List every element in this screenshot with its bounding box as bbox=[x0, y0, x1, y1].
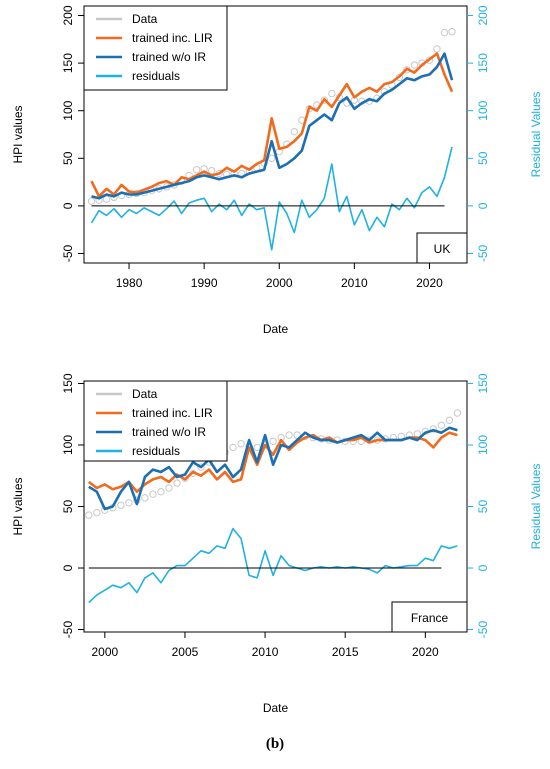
country-label-box bbox=[391, 601, 468, 633]
y2-tick-label: 200 bbox=[476, 5, 490, 25]
x-tick-label: 1990 bbox=[191, 276, 218, 290]
data-point bbox=[165, 484, 173, 492]
y2-tick-label: 50 bbox=[476, 151, 490, 165]
data-point bbox=[320, 96, 329, 104]
france-panel: -50 0 50 100 150 -50 0 50 100 150 2000 2005 2010 2015… bbox=[11, 373, 543, 715]
data-point bbox=[413, 430, 422, 438]
data-point bbox=[197, 463, 205, 471]
data-point bbox=[433, 45, 441, 53]
legend-label: trained w/o IR bbox=[132, 425, 206, 439]
legend-label: Data bbox=[132, 12, 158, 26]
legend-label: residuals bbox=[132, 69, 180, 83]
data-point bbox=[93, 508, 101, 517]
y-tick-label: 200 bbox=[61, 5, 75, 25]
country-label: UK bbox=[434, 242, 451, 256]
x-tick-label: 2020 bbox=[412, 645, 439, 659]
legend-label: Data bbox=[132, 387, 158, 401]
data-point bbox=[253, 443, 261, 452]
y-tick-label: 100 bbox=[61, 435, 75, 455]
y2-tick-label: 0 bbox=[476, 202, 490, 209]
data-point bbox=[328, 89, 336, 98]
y2-tick-label: 150 bbox=[476, 53, 490, 73]
y-tick-label: 150 bbox=[61, 53, 75, 73]
data-point bbox=[157, 488, 165, 496]
x-tick-label: 2020 bbox=[416, 276, 443, 290]
series-line-residuals bbox=[90, 146, 453, 251]
y-tick-label: 0 bbox=[61, 564, 75, 571]
x-tick-label: 2010 bbox=[252, 645, 279, 659]
legend-label: trained inc. LIR bbox=[132, 406, 213, 420]
data-point bbox=[410, 61, 419, 69]
data-point bbox=[453, 409, 462, 417]
data-point bbox=[285, 431, 293, 439]
y-tick-label: 0 bbox=[61, 202, 75, 209]
data-point bbox=[117, 501, 125, 509]
data-point bbox=[141, 494, 149, 502]
data-point bbox=[102, 195, 111, 203]
data-point bbox=[237, 440, 245, 448]
x-tick-label: 2005 bbox=[172, 645, 199, 659]
y-tick-label: 150 bbox=[61, 373, 75, 393]
caption-text: (b) bbox=[265, 736, 285, 752]
y-tick-label: 100 bbox=[61, 100, 75, 120]
y2-axis-label: Residual Values bbox=[529, 464, 543, 550]
y-tick-label: -50 bbox=[61, 621, 75, 639]
y2-tick-label: 0 bbox=[476, 564, 490, 571]
data-point bbox=[269, 437, 277, 445]
data-point bbox=[207, 166, 216, 175]
series-line-residuals bbox=[88, 527, 458, 604]
data-point bbox=[125, 499, 133, 507]
y2-axis-label: Residual Values bbox=[529, 92, 543, 178]
y2-tick-label: -50 bbox=[476, 244, 490, 262]
data-point bbox=[445, 416, 454, 425]
data-point bbox=[268, 154, 276, 162]
data-point bbox=[440, 28, 449, 37]
x-axis-label: Date bbox=[263, 701, 289, 715]
x-axis-label: Date bbox=[263, 322, 289, 336]
legend-label: trained w/o IR bbox=[132, 50, 206, 64]
series-line-trained-inc-lir bbox=[90, 52, 454, 198]
figure-caption: (b) bbox=[0, 736, 550, 753]
data-point bbox=[87, 197, 96, 205]
x-tick-label: 2010 bbox=[341, 276, 368, 290]
y2-tick-label: 100 bbox=[476, 100, 490, 120]
y-tick-label: 50 bbox=[61, 151, 75, 165]
uk-panel: -50 0 50 100 150 200 -50 0 50 100 150 200 1980 1990 20… bbox=[11, 5, 543, 336]
data-point bbox=[192, 166, 201, 174]
y-tick-label: -50 bbox=[61, 244, 75, 262]
data-point bbox=[149, 490, 157, 498]
country-label: France bbox=[411, 611, 449, 625]
y2-tick-label: 150 bbox=[476, 373, 490, 393]
data-point bbox=[229, 443, 237, 452]
legend-label: residuals bbox=[132, 444, 180, 458]
x-tick-label: 2000 bbox=[91, 645, 118, 659]
y-axis-label: HPI values bbox=[11, 105, 25, 163]
y-tick-label: 50 bbox=[61, 500, 75, 514]
y2-tick-label: 100 bbox=[476, 435, 490, 455]
data-point bbox=[290, 127, 298, 136]
series-line-trained-w-o-ir bbox=[91, 52, 454, 200]
data-point bbox=[437, 421, 446, 429]
data-point bbox=[429, 425, 438, 433]
x-tick-label: 1980 bbox=[116, 276, 143, 290]
legend-label: trained inc. LIR bbox=[132, 31, 213, 45]
data-point bbox=[85, 511, 93, 519]
y-axis-label: HPI values bbox=[11, 477, 25, 535]
series-line-trained-w-o-ir bbox=[88, 426, 458, 511]
y2-tick-label: -50 bbox=[476, 621, 490, 639]
plot-frame bbox=[83, 5, 468, 264]
data-point bbox=[448, 28, 456, 36]
country-label-box bbox=[416, 232, 468, 264]
x-tick-label: 2000 bbox=[266, 276, 293, 290]
y2-tick-label: 50 bbox=[476, 500, 490, 514]
x-tick-label: 2015 bbox=[332, 645, 359, 659]
data-point bbox=[173, 479, 181, 487]
